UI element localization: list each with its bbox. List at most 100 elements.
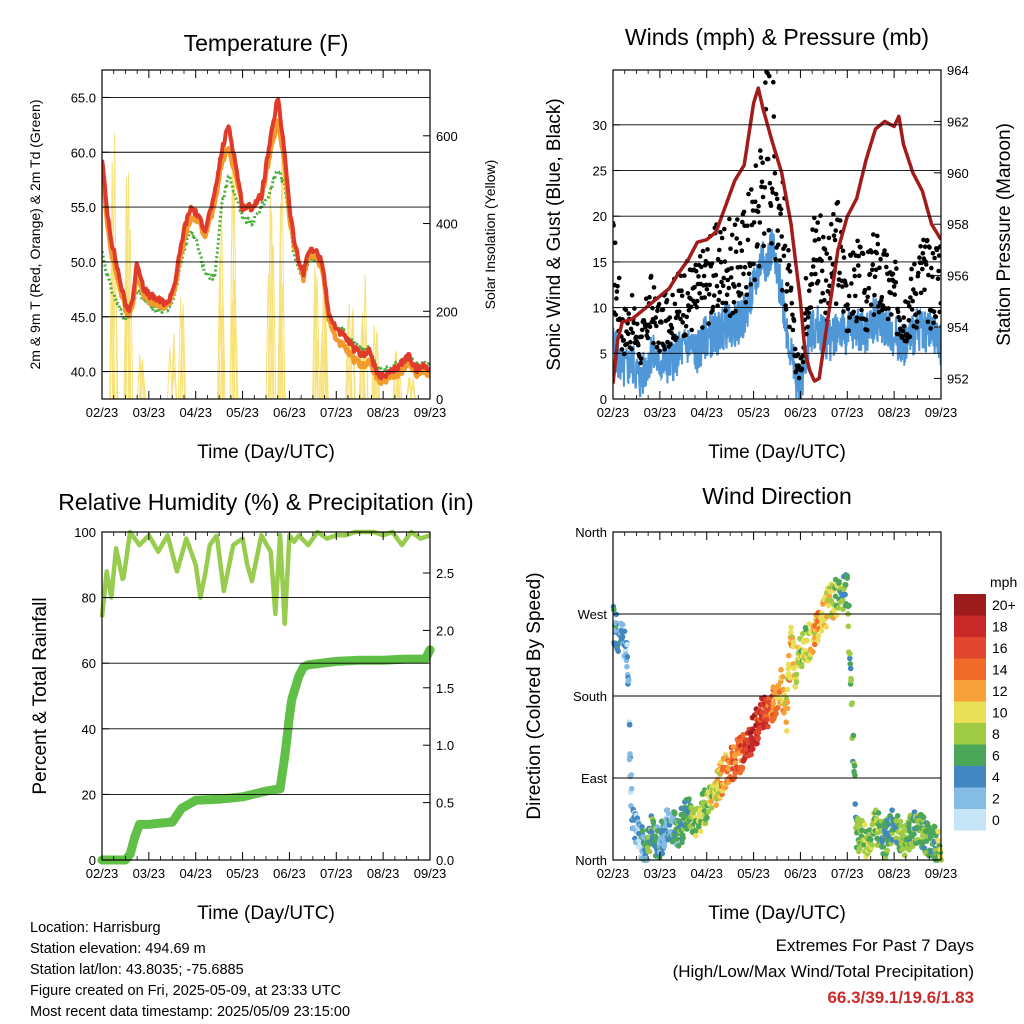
gust-point — [923, 262, 929, 267]
y2-tick-label: 952 — [947, 371, 969, 386]
direction-point — [646, 848, 653, 855]
direction-point — [826, 602, 832, 609]
direction-point — [901, 828, 907, 834]
gust-point — [875, 233, 880, 239]
gust-point — [714, 283, 720, 289]
figure-created: Figure created on Fri, 2025-05-09, at 23… — [30, 983, 342, 999]
gust-point — [760, 194, 766, 200]
gust-point — [845, 302, 850, 307]
total-precip-line — [97, 645, 435, 865]
gust-point — [855, 263, 861, 268]
gust-point — [910, 298, 915, 304]
gust-point — [735, 217, 740, 222]
gust-point — [803, 276, 809, 281]
gust-point — [741, 209, 747, 215]
gust-point — [685, 291, 691, 296]
gust-point — [867, 271, 873, 277]
temperature-panel: Temperature (F) Time (Day/UTC) 2m & 9m T (… — [27, 30, 498, 463]
gust-point — [853, 293, 858, 299]
y2-tick-label: 2.5 — [436, 566, 454, 581]
gust-point — [803, 311, 808, 316]
direction-point — [679, 839, 685, 846]
gust-point — [660, 307, 666, 312]
gust-point — [645, 335, 651, 341]
gust-point — [778, 207, 784, 212]
gust-point — [761, 243, 766, 249]
gust-point — [738, 264, 743, 270]
direction-point — [705, 808, 712, 815]
plot-area — [613, 70, 941, 399]
gust-point — [873, 267, 879, 273]
y2-tick-label: 1.5 — [436, 681, 454, 696]
gust-point — [837, 218, 843, 223]
extremes-subtitle: (High/Low/Max Wind/Total Precipitation) — [672, 962, 974, 981]
direction-point — [786, 652, 792, 659]
gust-point — [751, 220, 757, 225]
gust-point — [783, 307, 789, 312]
gust-point — [719, 235, 725, 241]
gust-point — [769, 186, 775, 191]
gust-point — [704, 282, 709, 288]
gust-point — [854, 315, 860, 321]
gust-point — [716, 297, 721, 303]
direction-point — [799, 663, 805, 670]
recent-timestamp: Most recent data timestamp: 2025/05/09 2… — [30, 1004, 351, 1020]
x-tick-label: 09/23 — [414, 405, 447, 420]
direction-point — [626, 756, 633, 763]
direction-point — [652, 839, 658, 845]
gust-point — [912, 261, 917, 267]
gust-point — [756, 263, 762, 269]
gust-point — [701, 273, 707, 279]
gust-point — [670, 292, 675, 298]
gust-point — [840, 284, 845, 289]
gust-point — [626, 311, 631, 316]
direction-point — [931, 824, 938, 830]
gust-point — [692, 284, 697, 290]
direction-point — [906, 847, 912, 853]
gust-point — [902, 324, 907, 329]
gust-point — [870, 262, 876, 268]
plot-frame — [612, 531, 942, 861]
gust-point — [739, 248, 745, 253]
direction-point — [826, 593, 833, 599]
direction-point — [702, 820, 709, 827]
direction-point — [624, 641, 630, 648]
direction-point — [793, 679, 800, 685]
direction-point — [750, 746, 756, 752]
gust-point — [889, 312, 894, 317]
gust-point — [785, 282, 790, 287]
gust-point — [782, 243, 788, 249]
x-tick-label: 06/23 — [273, 405, 306, 420]
direction-point — [889, 807, 895, 813]
gust-point — [864, 327, 870, 333]
gust-point — [805, 324, 810, 330]
gust-point — [824, 251, 829, 256]
gust-point — [740, 219, 745, 225]
gust-point — [874, 250, 879, 256]
gust-point — [841, 309, 846, 314]
gust-point — [645, 329, 650, 334]
gust-point — [833, 228, 838, 233]
gust-point — [926, 272, 931, 278]
gust-point — [661, 343, 666, 349]
gust-point — [775, 228, 780, 233]
y2-tick-label: 2.0 — [436, 623, 454, 638]
gust-point — [788, 285, 794, 291]
x-tick-label: 06/23 — [273, 866, 306, 881]
gust-point — [638, 356, 644, 362]
direction-point — [674, 836, 680, 842]
gust-point — [935, 276, 941, 282]
direction-point — [619, 634, 626, 640]
x-axis-label: Time (Day/UTC) — [197, 442, 335, 463]
direction-point — [679, 832, 686, 838]
gust-point — [616, 275, 622, 281]
direction-point — [844, 573, 850, 579]
gust-point — [840, 248, 846, 254]
gust-point — [878, 256, 883, 262]
direction-point — [773, 710, 779, 717]
gust-point — [732, 222, 738, 228]
gust-point — [876, 309, 882, 315]
gust-point — [767, 180, 773, 186]
gust-point — [920, 266, 925, 272]
gust-point — [877, 265, 882, 271]
